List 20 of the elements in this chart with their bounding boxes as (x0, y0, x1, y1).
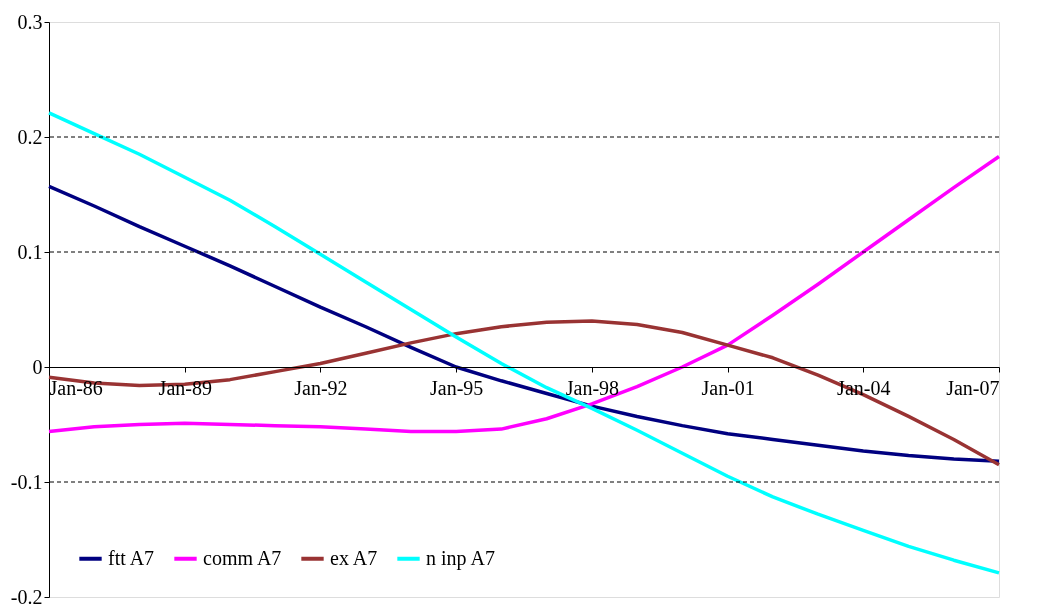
legend-label: ex A7 (330, 546, 378, 569)
line-series (47, 184, 1001, 464)
y-tick-label: 0.3 (17, 10, 43, 33)
line-series (47, 154, 1001, 434)
y-tick-label: 0.1 (17, 240, 43, 263)
y-tick-label: -0.2 (10, 585, 43, 608)
x-tick-label: Jan-07 (946, 376, 1000, 399)
line-series (47, 319, 1001, 467)
legend-label: ftt A7 (108, 546, 155, 569)
x-tick-label: Jan-98 (565, 376, 620, 399)
line-series (47, 111, 1001, 575)
x-tick-label: Jan-01 (701, 376, 755, 399)
x-tick-label: Jan-95 (429, 376, 484, 399)
x-tick-label: Jan-86 (49, 376, 103, 399)
y-tick-label: 0.2 (17, 125, 43, 148)
legend-label: comm A7 (203, 546, 282, 569)
legend-label: n inp A7 (426, 546, 495, 570)
x-tick-label: Jan-92 (294, 376, 348, 399)
y-tick-label: -0.1 (10, 470, 43, 493)
y-tick-label: 0 (32, 355, 43, 378)
